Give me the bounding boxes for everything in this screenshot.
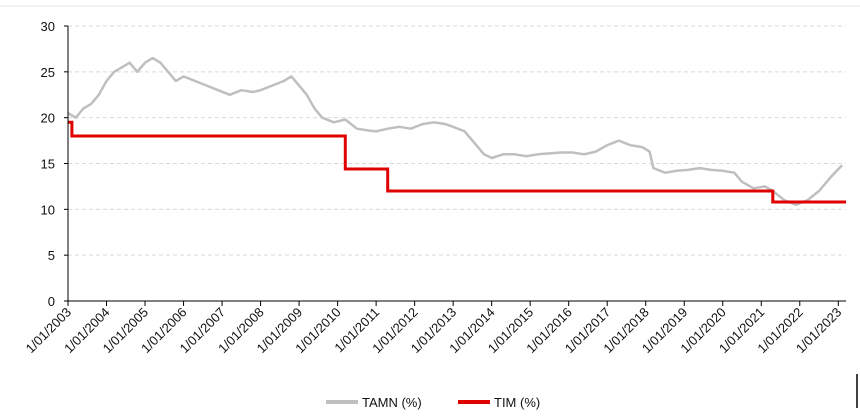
- series-lines: [67, 56, 846, 207]
- legend-label-tim: TIM (%): [494, 395, 540, 410]
- legend: TAMN (%) TIM (%): [326, 395, 540, 410]
- y-tick-label: 15: [41, 157, 55, 172]
- y-tick-label: 20: [41, 111, 55, 126]
- x-tick-labels: 1/01/20031/01/20041/01/20051/01/20061/01…: [23, 301, 844, 356]
- y-tick-label: 5: [48, 248, 55, 263]
- y-tick-label: 10: [41, 202, 55, 217]
- y-tick-label: 25: [41, 65, 55, 80]
- gridlines: [68, 25, 846, 256]
- y-tick-labels: 0 5 10 15 20 25 30: [41, 19, 68, 309]
- y-tick-label: 30: [41, 19, 55, 34]
- series-line-tim: [68, 120, 846, 204]
- y-tick-label: 0: [48, 294, 55, 309]
- series-line-tamn: [67, 56, 844, 207]
- legend-label-tamn: TAMN (%): [362, 395, 422, 410]
